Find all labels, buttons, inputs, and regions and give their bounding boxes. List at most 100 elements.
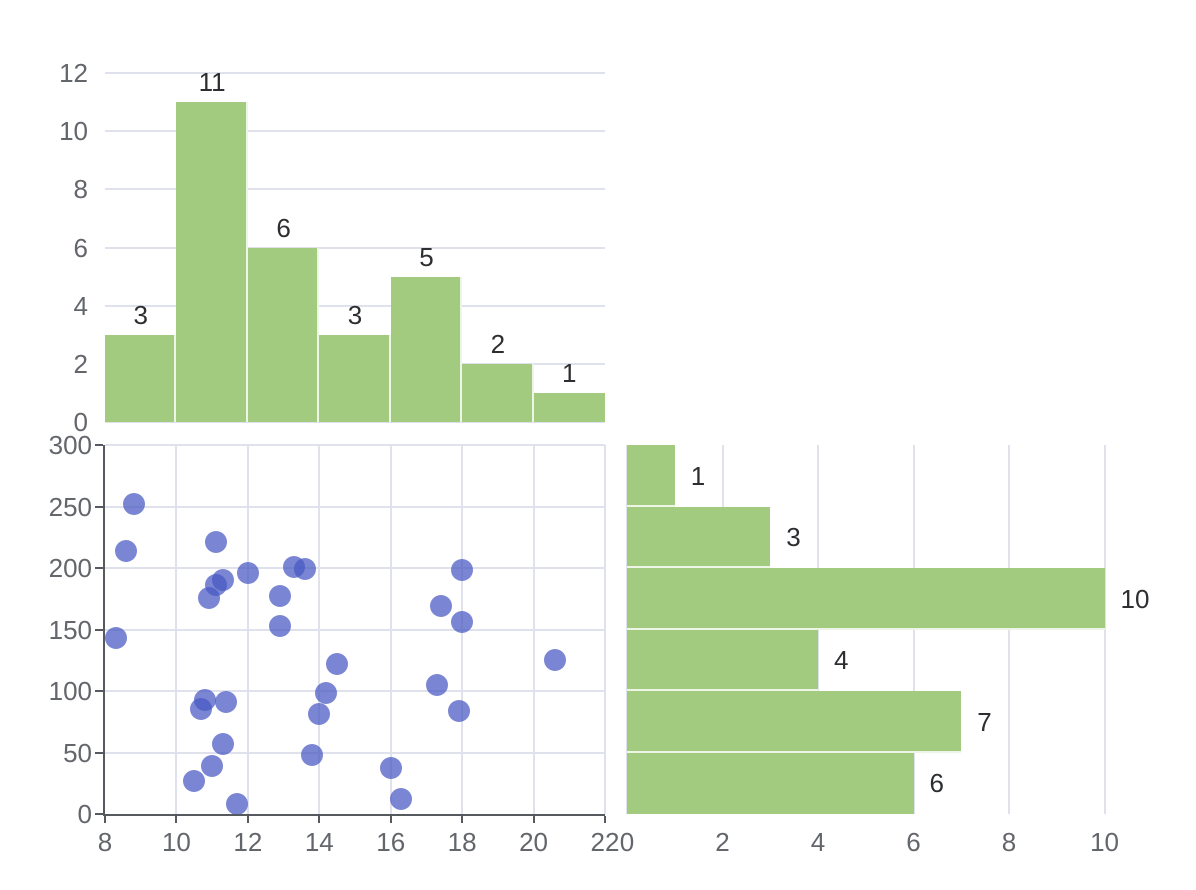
scatter-y-tick-label: 200 bbox=[48, 553, 92, 583]
gridline bbox=[1103, 445, 1106, 814]
top-histogram-y-tick-label: 2 bbox=[73, 348, 88, 379]
top-histogram-plot bbox=[105, 72, 605, 423]
gridline bbox=[604, 445, 606, 814]
scatter-y-tick-label: 300 bbox=[48, 430, 92, 460]
scatter-x-axis-line bbox=[103, 814, 605, 816]
top-histogram-y-tick-label: 4 bbox=[73, 290, 88, 321]
bar-value-label: 1 bbox=[562, 357, 577, 388]
scatter-x-tick-label: 14 bbox=[304, 827, 334, 857]
scatter-x-axis-tick bbox=[604, 816, 606, 823]
gridline bbox=[105, 130, 605, 133]
gridline bbox=[105, 246, 605, 249]
top-histogram-y-tick-label: 0 bbox=[73, 407, 88, 437]
gridline bbox=[105, 444, 605, 446]
scatter-y-axis-tick bbox=[95, 813, 103, 815]
scatter-x-axis-tick bbox=[389, 816, 392, 823]
scatter-point bbox=[194, 688, 216, 711]
bar-value-label: 2 bbox=[490, 328, 506, 359]
scatter-point bbox=[236, 561, 259, 584]
bar-value-label: 11 bbox=[198, 67, 226, 98]
scatter-x-axis-tick bbox=[246, 816, 249, 823]
right-histogram-x-tick-label: 2 bbox=[715, 827, 730, 857]
gridline bbox=[105, 421, 605, 423]
top-histogram-y-tick-label: 12 bbox=[59, 58, 88, 88]
scatter-point bbox=[301, 743, 324, 766]
gridline bbox=[105, 188, 605, 191]
scatter-x-axis-tick bbox=[532, 816, 535, 823]
scatter-y-axis-line bbox=[103, 445, 105, 816]
scatter-x-axis-tick bbox=[104, 816, 106, 823]
gridline bbox=[1008, 445, 1011, 814]
scatter-x-tick-label: 16 bbox=[376, 827, 406, 857]
bar-value-label: 7 bbox=[977, 706, 992, 737]
scatter-point bbox=[544, 649, 566, 672]
histogram-bar bbox=[390, 276, 463, 422]
bar-value-label: 3 bbox=[347, 299, 363, 330]
scatter-x-axis-tick bbox=[175, 816, 178, 823]
bar-value-label: 6 bbox=[276, 212, 291, 243]
scatter-point bbox=[269, 585, 291, 608]
scatter-point bbox=[294, 558, 316, 581]
right-histogram-plot bbox=[626, 445, 1180, 814]
bar-value-label: 3 bbox=[133, 299, 148, 330]
gridline bbox=[912, 445, 915, 814]
scatter-point bbox=[426, 673, 449, 696]
top-histogram-y-tick-label: 10 bbox=[59, 116, 88, 147]
scatter-point bbox=[390, 788, 413, 811]
scatter-point bbox=[201, 755, 224, 778]
bar-value-label: 4 bbox=[834, 645, 849, 676]
histogram-bar bbox=[319, 334, 391, 422]
scatter-y-tick-label: 50 bbox=[63, 737, 92, 768]
histogram-bar bbox=[105, 334, 177, 422]
scatter-point bbox=[211, 732, 234, 755]
scatter-point bbox=[326, 652, 349, 675]
scatter-y-tick-label: 150 bbox=[48, 614, 92, 645]
scatter-x-axis-tick bbox=[461, 816, 464, 823]
gridline bbox=[105, 72, 605, 74]
scatter-y-axis-tick bbox=[95, 444, 103, 446]
histogram-bar bbox=[627, 691, 962, 753]
histogram-bar bbox=[627, 445, 675, 507]
scatter-point bbox=[183, 769, 206, 792]
gridline bbox=[105, 628, 605, 631]
scatter-point bbox=[215, 691, 238, 714]
scatter-point bbox=[115, 539, 138, 562]
gridline bbox=[105, 751, 605, 754]
gridline bbox=[105, 304, 605, 307]
scatter-x-tick-label: 12 bbox=[233, 827, 263, 857]
scatter-point bbox=[429, 595, 452, 618]
right-histogram-x-tick-label: 6 bbox=[906, 827, 921, 857]
gridline bbox=[817, 445, 820, 814]
histogram-bar bbox=[627, 506, 771, 568]
scatter-x-tick-label: 20 bbox=[519, 827, 549, 857]
bar-value-label: 1 bbox=[690, 460, 706, 491]
top-histogram-y-tick-label: 6 bbox=[73, 232, 88, 263]
scatter-plot bbox=[104, 444, 606, 816]
scatter-point bbox=[269, 614, 291, 637]
gridline bbox=[105, 690, 605, 692]
scatter-y-tick-label: 0 bbox=[77, 799, 92, 829]
scatter-point bbox=[204, 531, 227, 554]
scatter-x-tick-label: 22 bbox=[590, 827, 620, 857]
scatter-point bbox=[451, 559, 474, 582]
right-histogram-x-tick-label: 4 bbox=[810, 827, 826, 857]
top-histogram-y-tick-label: 8 bbox=[73, 174, 88, 205]
histogram-bar bbox=[627, 629, 819, 691]
scatter-y-tick-label: 250 bbox=[48, 491, 92, 522]
scatter-point bbox=[308, 703, 331, 726]
histogram-bar bbox=[627, 752, 914, 814]
bar-value-label: 3 bbox=[786, 522, 801, 553]
histogram-bar bbox=[247, 247, 320, 422]
scatter-point bbox=[211, 569, 234, 592]
bar-value-label: 10 bbox=[1120, 583, 1150, 614]
scatter-point bbox=[379, 757, 402, 780]
scatter-point bbox=[226, 793, 249, 816]
histogram-bar bbox=[462, 363, 534, 422]
scatter-y-axis-tick bbox=[95, 505, 103, 508]
scatter-point bbox=[104, 627, 127, 650]
scatter-x-axis-tick bbox=[318, 816, 321, 823]
scatter-point bbox=[451, 611, 474, 634]
right-histogram-x-tick-label: 0 bbox=[619, 827, 635, 857]
gridline bbox=[105, 567, 605, 569]
right-histogram-x-tick-label: 8 bbox=[1001, 827, 1017, 857]
